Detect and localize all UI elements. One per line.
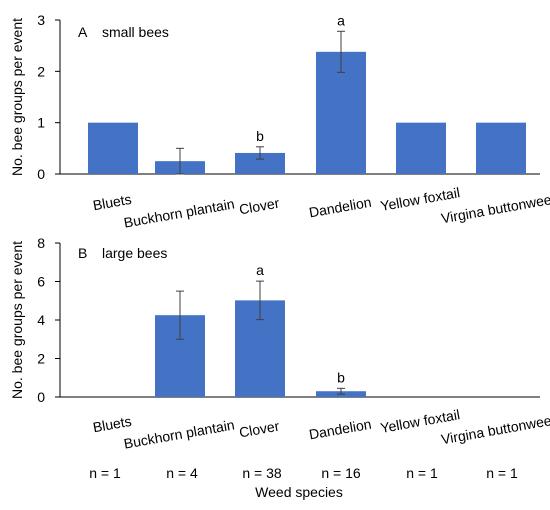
panel-a-category-label: Bluets	[92, 191, 133, 214]
panel-b-letter: B	[78, 245, 87, 261]
panel-b-significance-letter: a	[256, 262, 264, 278]
x-axis-title: Weed species	[255, 484, 343, 500]
panel-a-bar	[88, 122, 138, 174]
sample-size-label: n = 1	[486, 465, 518, 481]
panel-b-significance-letter: b	[337, 369, 345, 385]
panel-a-y-tick-label: 0	[37, 166, 45, 182]
panel-b-category-label: Bluets	[92, 413, 133, 436]
panel-b-y-tick-label: 8	[37, 235, 45, 251]
sample-size-label: n = 16	[321, 465, 361, 481]
panel-a-bar	[235, 152, 285, 174]
panel-b-category-label: Clover	[238, 418, 281, 441]
panel-a-significance-letter: a	[337, 12, 345, 28]
panel-a-category-label: Dandelion	[308, 194, 373, 221]
panel-a-title: small bees	[102, 24, 169, 40]
panel-a-y-tick-label: 3	[37, 12, 45, 28]
panel-b-y-tick-label: 2	[37, 351, 45, 367]
panel-b-y-axis-label: No. bee groups per event	[9, 241, 25, 399]
panel-b-category-label: Buckhorn plantain	[123, 416, 236, 451]
sample-size-label: n = 1	[406, 465, 438, 481]
panel-b-title: large bees	[102, 245, 167, 261]
panel-b-y-tick-label: 0	[37, 389, 45, 405]
panel-b-large-bees: No. bee groups per event B large bees 0 2…	[9, 235, 550, 452]
panel-a-y-tick-label: 2	[37, 63, 45, 79]
sample-size-label: n = 38	[242, 465, 282, 481]
panel-b-category-label: Dandelion	[308, 416, 373, 443]
panel-a-letter: A	[78, 24, 88, 40]
panel-b-y-tick-label: 4	[37, 312, 45, 328]
sample-size-label: n = 1	[89, 465, 121, 481]
panel-a-category-label: Clover	[238, 195, 281, 218]
panel-a-category-label: Buckhorn plantain	[123, 195, 236, 230]
panel-a-significance-letter: b	[256, 128, 264, 144]
panel-a-y-axis-label: No. bee groups per event	[9, 18, 25, 176]
panel-a-y-tick-label: 1	[37, 115, 45, 131]
sample-size-labels: n = 1 n = 4 n = 38 n = 16 n = 1 n = 1	[89, 465, 518, 481]
panel-a-bar	[476, 122, 526, 174]
sample-size-label: n = 4	[166, 465, 198, 481]
panel-a-bar	[396, 122, 446, 174]
panel-a-small-bees: No. bee groups per event A small bees 0 1…	[9, 12, 550, 231]
panel-b-y-tick-label: 6	[37, 274, 45, 290]
